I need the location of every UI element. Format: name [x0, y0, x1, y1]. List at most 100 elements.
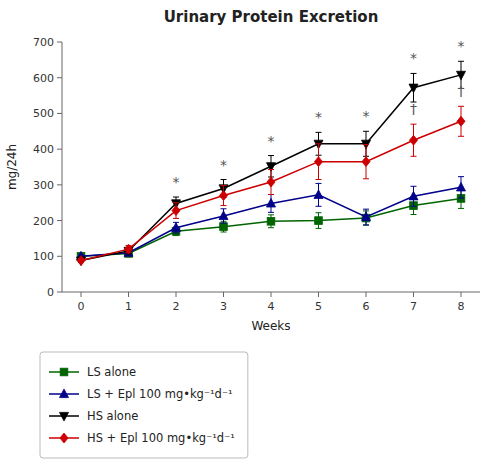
series	[77, 61, 466, 265]
x-tick-label: 8	[458, 300, 465, 313]
x-tick-label: 3	[220, 300, 227, 313]
error-bar-cap	[411, 124, 417, 125]
point	[409, 191, 418, 200]
error-bar-cap	[221, 208, 227, 209]
error-bar-cap	[268, 227, 274, 228]
point	[267, 163, 276, 172]
point	[314, 190, 323, 199]
point	[267, 198, 276, 207]
y-axis-line	[62, 42, 63, 292]
series-line	[81, 187, 461, 256]
x-tick	[366, 292, 367, 297]
series-line	[81, 121, 461, 260]
point	[124, 244, 132, 254]
x-tick-label: 7	[410, 300, 417, 313]
annotation: *	[268, 133, 275, 149]
error-bar-cap	[268, 212, 274, 213]
error-bar	[221, 221, 227, 232]
series-line	[81, 75, 461, 261]
axes: 0123456780100200300400500600700	[33, 36, 480, 313]
error-bar-cap	[458, 208, 464, 209]
error-bar-cap	[316, 228, 322, 229]
x-tick	[461, 292, 462, 297]
x-tick-label: 1	[125, 300, 132, 313]
error-bar-cap	[268, 194, 274, 195]
x-axis-label: Weeks	[251, 319, 290, 333]
error-bar-cap	[221, 185, 227, 186]
error-bar-cap	[458, 106, 464, 107]
point	[219, 191, 227, 201]
legend-marker	[60, 412, 69, 421]
x-tick	[318, 292, 319, 297]
error-bar-cap	[221, 223, 227, 224]
legend-marker	[60, 389, 69, 398]
error-bar-cap	[268, 155, 274, 156]
error-bar-cap	[411, 73, 417, 74]
legend: LS alone LS + Epl 100 mg•kg⁻¹d⁻¹ HS alone H…	[40, 352, 248, 458]
x-tick-label: 6	[363, 300, 370, 313]
y-tick	[57, 256, 62, 257]
error-bar-cap	[316, 132, 322, 133]
point	[220, 223, 228, 231]
legend-label: HS alone	[87, 409, 138, 423]
error-bar-cap	[316, 206, 322, 207]
y-tick-label: 700	[33, 36, 54, 49]
y-tick-label: 300	[33, 179, 54, 192]
y-tick-label: 500	[33, 107, 54, 120]
legend-label: LS + Epl 100 mg•kg⁻¹d⁻¹	[87, 387, 233, 401]
annotation: *	[315, 109, 322, 125]
error-bar-cap	[458, 198, 464, 199]
point	[77, 256, 85, 266]
y-tick	[57, 220, 62, 221]
y-tick-label: 0	[47, 286, 54, 299]
x-tick-label: 0	[78, 300, 85, 313]
y-tick-label: 600	[33, 72, 54, 85]
y-axis-label: mg/24h	[5, 144, 19, 190]
x-tick	[271, 292, 272, 297]
annotation: *	[220, 157, 227, 173]
error-bar-cap	[411, 206, 417, 207]
point	[267, 177, 275, 187]
y-tick	[57, 42, 62, 43]
point	[314, 157, 322, 167]
series	[77, 106, 465, 265]
plot-data	[77, 61, 466, 265]
error-bar-cap	[363, 209, 369, 210]
point	[172, 206, 180, 216]
x-tick	[128, 292, 129, 297]
error-bar-cap	[221, 179, 227, 180]
legend-item: LS alone	[49, 365, 136, 379]
point	[315, 217, 323, 225]
error-bar-cap	[221, 205, 227, 206]
error-bar-cap	[316, 143, 322, 144]
error-bar-cap	[316, 179, 322, 180]
x-tick	[176, 292, 177, 297]
error-bar-cap	[268, 214, 274, 215]
legend-marker	[60, 433, 68, 443]
point	[267, 217, 275, 225]
annotation: *	[363, 108, 370, 124]
error-bar-cap	[316, 212, 322, 213]
error-bar-cap	[363, 144, 369, 145]
error-bar-cap	[458, 61, 464, 62]
legend-item: HS alone	[49, 409, 138, 423]
x-tick-label: 5	[315, 300, 322, 313]
error-bar-cap	[458, 136, 464, 137]
error-bar-cap	[411, 186, 417, 187]
error-bar-cap	[173, 197, 179, 198]
point	[409, 84, 418, 93]
error-bar-cap	[363, 131, 369, 132]
error-bar-cap	[173, 202, 179, 203]
legend-label: HS + Epl 100 mg•kg⁻¹d⁻¹	[87, 431, 235, 445]
legend-label: LS alone	[87, 365, 136, 379]
point	[172, 223, 181, 232]
error-bar-cap	[268, 194, 274, 195]
y-tick-label: 100	[33, 250, 54, 263]
error-bar-cap	[173, 218, 179, 219]
y-tick-label: 400	[33, 143, 54, 156]
y-tick-label: 200	[33, 215, 54, 228]
x-tick	[81, 292, 82, 297]
x-tick	[413, 292, 414, 297]
legend-frame	[40, 352, 248, 458]
x-tick	[223, 292, 224, 297]
